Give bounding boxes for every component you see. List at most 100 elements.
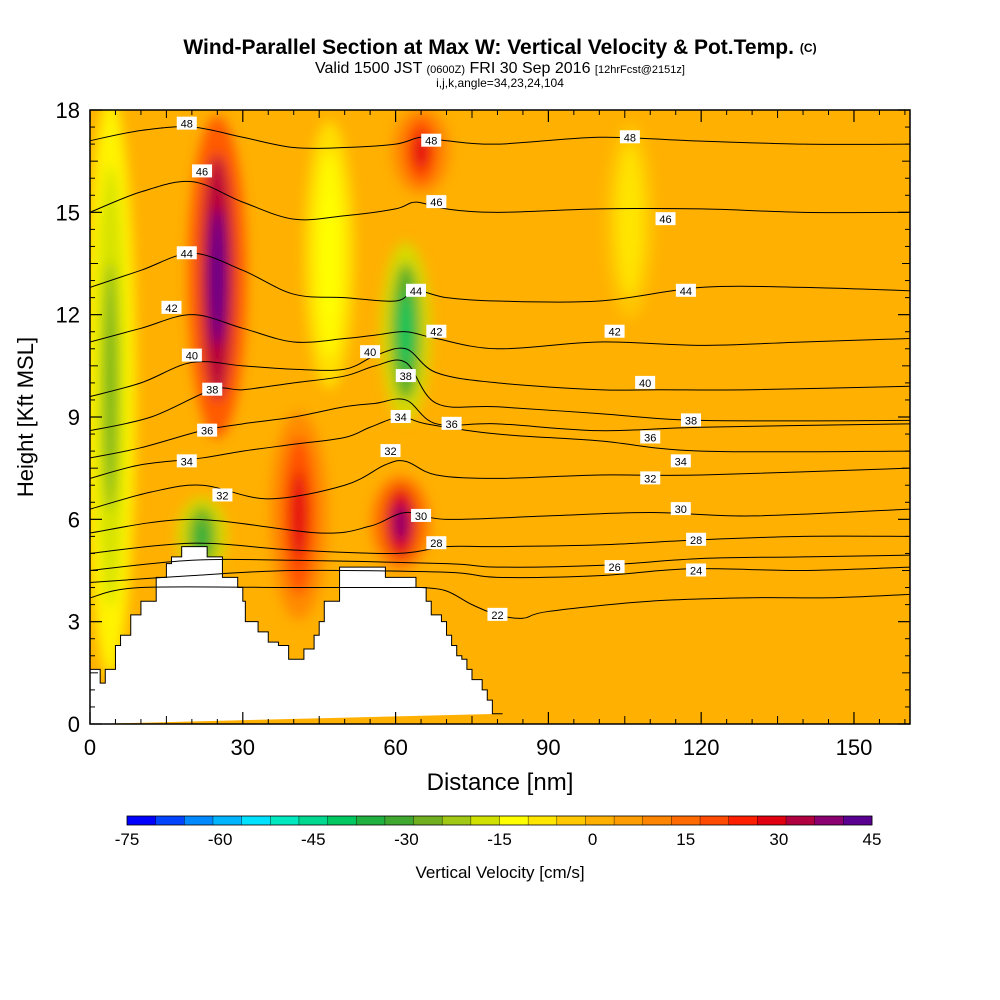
colorbar-tick-label: -45 [301, 830, 326, 849]
theta-contour-labels: 48 48 48 46 46 46 44 44 44 42 42 42 40 40 40 38 38 38 36 36… [161, 116, 707, 622]
theta-contour-48 [90, 126, 910, 149]
contour-label-box [192, 164, 213, 178]
contour-label-box [380, 444, 401, 458]
contour-label-46: 46 [192, 164, 213, 178]
contour-label-box [686, 563, 707, 577]
colorbar-swatch [556, 816, 586, 825]
contour-label-text: 48 [425, 136, 437, 148]
contour-label-text: 44 [680, 286, 692, 298]
contour-label-text: 42 [165, 303, 177, 315]
theta-contour-30 [90, 508, 910, 534]
colorbar-label: Vertical Velocity [cm/s] [415, 863, 585, 882]
contour-label-text: 46 [196, 166, 208, 178]
contour-label-34: 34 [176, 454, 197, 468]
contour-label-box [604, 560, 625, 574]
contour-label-box [670, 454, 691, 468]
contour-label-text: 32 [644, 473, 656, 485]
contour-label-box [411, 508, 432, 522]
contour-label-text: 22 [491, 610, 503, 622]
x-tick-label: 90 [536, 735, 560, 760]
contour-label-44: 44 [176, 246, 197, 260]
contour-label-box [604, 324, 625, 338]
colorbar-tick-label: -30 [394, 830, 419, 849]
colorbar-swatch [127, 816, 156, 825]
updraft-core-0 [188, 115, 247, 439]
x-tick-label: 0 [84, 735, 96, 760]
colorbar-tick-label: -75 [115, 830, 140, 849]
contour-label-text: 32 [384, 446, 396, 458]
contour-label-32: 32 [640, 471, 661, 485]
contour-label-48: 48 [619, 130, 640, 144]
updraft-core-3 [392, 110, 450, 194]
downdraft-core-6 [304, 120, 355, 390]
subtitle-valid: Valid 1500 JST [315, 60, 423, 77]
contour-label-46: 46 [655, 212, 676, 226]
colorbar-swatch [327, 816, 357, 825]
contour-label-box [655, 212, 676, 226]
terrain [90, 546, 503, 724]
colorbar-swatch [786, 816, 815, 825]
contour-label-text: 48 [181, 119, 193, 131]
subtitle-date: FRI 30 Sep 2016 [469, 60, 591, 77]
subtitle-fcst: [12hrFcst@2151z] [594, 64, 685, 76]
contour-label-text: 28 [690, 535, 702, 547]
y-tick-label: 15 [56, 200, 80, 225]
x-tick-label: 150 [836, 735, 873, 760]
y-tick-label: 9 [68, 405, 80, 430]
contour-label-42: 42 [426, 324, 447, 339]
contour-label-42: 42 [161, 300, 182, 315]
colorbar-swatch [184, 816, 214, 825]
contour-label-box [202, 382, 223, 396]
contour-label-26: 26 [604, 560, 625, 574]
chart-subtitle: Valid 1500 JST (0600Z) FRI 30 Sep 2016 [… [0, 60, 1000, 79]
contour-label-text: 46 [430, 197, 442, 209]
contour-label-box [670, 502, 691, 516]
colorbar-swatch [757, 816, 787, 825]
contour-label-box [212, 488, 233, 502]
contour-label-text: 24 [690, 566, 702, 578]
contour-label-36: 36 [441, 416, 462, 431]
colorbar-swatch [470, 816, 500, 825]
contour-label-text: 32 [216, 490, 228, 502]
contour-label-40: 40 [181, 348, 202, 363]
colorbar-swatch [814, 816, 844, 825]
contour-label-28: 28 [686, 532, 707, 547]
contour-label-box [441, 416, 462, 430]
contour-label-box [405, 283, 426, 297]
contour-label-48: 48 [421, 133, 442, 148]
x-axis-label: Distance [nm] [427, 769, 574, 796]
colorbar-swatch [442, 816, 472, 825]
contour-label-box [686, 532, 707, 546]
contour-label-text: 36 [445, 419, 457, 431]
contour-label-24: 24 [686, 563, 707, 578]
contour-label-box [421, 133, 442, 147]
contour-label-text: 38 [400, 371, 412, 383]
contour-label-box [176, 116, 197, 130]
colorbar-tick-label: -15 [487, 830, 512, 849]
contour-label-box [640, 430, 661, 444]
contour-label-48: 48 [176, 116, 197, 131]
colorbar-tick-label: 0 [588, 830, 597, 849]
x-tick-label: 120 [683, 735, 720, 760]
contour-label-box [161, 300, 182, 314]
theta-contour-22 [90, 586, 910, 619]
colorbar-swatch [499, 816, 529, 825]
contour-label-box [635, 375, 656, 389]
y-axis-label: Height [Kft MSL] [13, 337, 38, 497]
y-tick-label: 18 [56, 98, 80, 123]
contour-label-36: 36 [197, 423, 218, 438]
colorbar-tick-label: 30 [769, 830, 788, 849]
contour-label-box [680, 413, 701, 427]
colorbar-swatch [728, 816, 758, 825]
contour-label-box [176, 246, 197, 260]
contour-label-36: 36 [640, 430, 661, 444]
contour-label-44: 44 [675, 283, 696, 298]
contour-label-text: 36 [644, 432, 656, 444]
contour-label-40: 40 [635, 375, 656, 390]
contour-label-text: 26 [608, 562, 620, 574]
colorbar-swatch [298, 816, 328, 825]
contour-label-text: 28 [430, 538, 442, 550]
contour-label-text: 30 [675, 504, 687, 516]
contour-label-34: 34 [670, 454, 691, 468]
colorbar-swatch [671, 816, 701, 825]
